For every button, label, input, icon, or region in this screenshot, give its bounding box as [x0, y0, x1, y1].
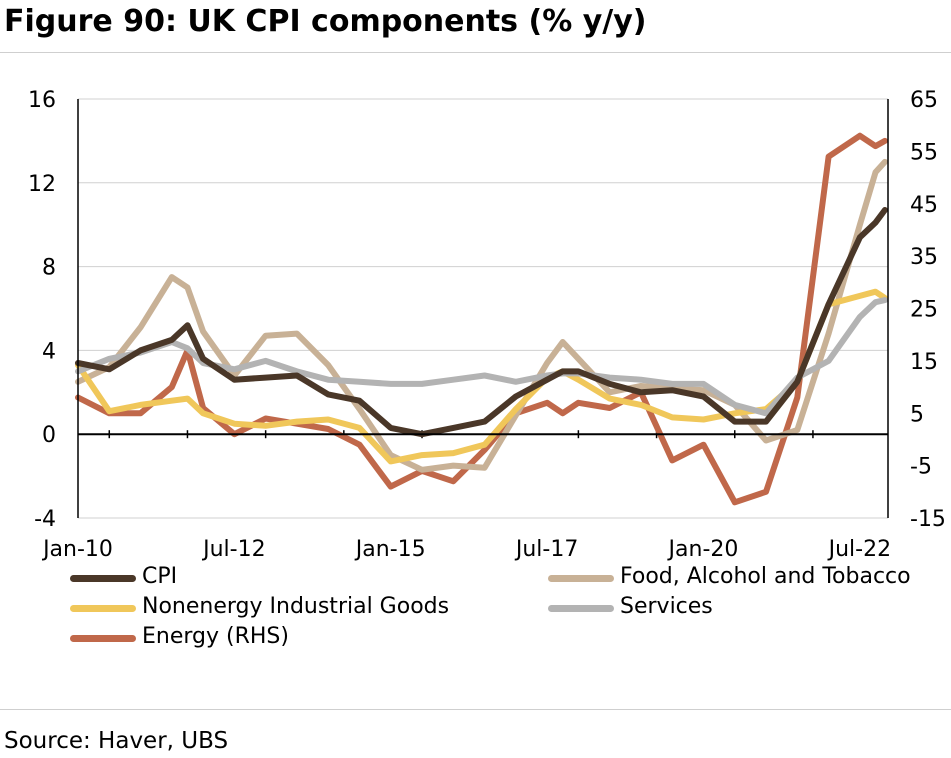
series-line-services [75, 297, 888, 417]
legend-label: CPI [142, 564, 178, 589]
right-tick-label: 55 [910, 140, 938, 165]
x-tick-label: Jan-20 [667, 537, 739, 562]
legend-label: Services [620, 594, 713, 619]
right-tick-label: -5 [910, 455, 932, 480]
right-tick-label: 5 [910, 402, 924, 427]
x-tick-label: Jul-22 [827, 537, 891, 562]
legend-swatch [70, 605, 136, 612]
source-divider [0, 709, 951, 710]
left-tick-label: -4 [34, 507, 56, 532]
legend-swatch [548, 605, 614, 612]
left-axis-ticks: -4 0 4 8 12 16 [28, 88, 56, 532]
right-tick-label: 45 [910, 193, 938, 218]
title-divider [0, 52, 951, 53]
x-tick-label: Jan-10 [41, 537, 113, 562]
series-line-food-alcohol-and-tobacco [75, 158, 888, 473]
left-tick-label: 16 [28, 88, 56, 113]
left-tick-label: 12 [28, 172, 56, 197]
legend-label: Nonenergy Industrial Goods [142, 594, 450, 619]
chart-title: Figure 90: UK CPI components (% y/y) [4, 4, 647, 39]
right-axis-ticks: -15 -5 5 15 25 35 45 55 65 [910, 88, 946, 532]
series-lines [75, 132, 888, 506]
right-tick-label: 65 [910, 88, 938, 113]
x-tick-label: Jul-17 [514, 537, 578, 562]
series-line-cpi [75, 207, 888, 438]
left-tick-label: 0 [42, 423, 56, 448]
legend-label: Energy (RHS) [142, 624, 289, 649]
x-tick-label: Jan-15 [354, 537, 426, 562]
legend-label: Food, Alcohol and Tobacco [620, 564, 911, 589]
legend-swatch [70, 635, 136, 642]
right-tick-label: 35 [910, 245, 938, 270]
x-axis-ticks: Jan-10 Jul-12 Jan-15 Jul-17 Jan-20 Jul-22 [41, 430, 891, 562]
source-note: Source: Haver, UBS [4, 728, 229, 754]
left-tick-label: 4 [42, 339, 56, 364]
axes [77, 99, 889, 518]
right-tick-label: 15 [910, 350, 938, 375]
legend-swatch [70, 575, 136, 582]
x-tick-label: Jul-12 [201, 537, 265, 562]
series-line-energy-rhs [75, 132, 888, 506]
left-tick-label: 8 [42, 256, 56, 281]
legend-swatch [548, 575, 614, 582]
right-tick-label: 25 [910, 298, 938, 323]
right-tick-label: -15 [910, 507, 946, 532]
